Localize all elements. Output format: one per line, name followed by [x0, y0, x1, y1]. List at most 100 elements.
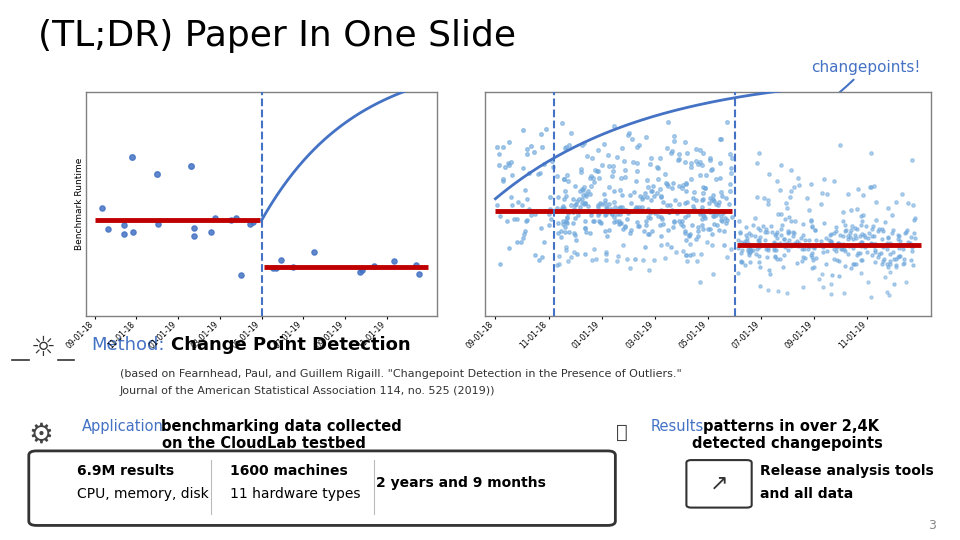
Point [891, 252, 906, 261]
Point [671, 150, 686, 159]
Point [703, 154, 718, 163]
Point [835, 217, 851, 226]
Point [900, 199, 916, 207]
Point [717, 213, 732, 222]
Point [550, 229, 565, 238]
Point [697, 184, 712, 192]
Point [598, 249, 613, 258]
Point [504, 158, 519, 166]
Point [715, 209, 731, 218]
Point [723, 169, 738, 178]
Point [590, 201, 606, 210]
Point [606, 162, 621, 171]
Point [151, 220, 166, 228]
Point [828, 247, 844, 255]
Point [711, 225, 727, 234]
Point [683, 251, 698, 259]
Point [183, 161, 199, 170]
Point [678, 158, 693, 166]
Point [654, 240, 669, 249]
Point [838, 226, 853, 235]
Point [612, 202, 628, 211]
Point [565, 195, 581, 204]
Point [841, 231, 856, 240]
Point [569, 249, 585, 258]
Point [628, 177, 643, 186]
Point [772, 186, 787, 194]
Point [642, 214, 658, 222]
Point [597, 195, 612, 204]
Point [758, 245, 774, 253]
Point [829, 242, 845, 251]
Point [779, 199, 794, 207]
Point [735, 238, 751, 247]
Point [840, 234, 855, 243]
Point [742, 258, 757, 266]
Point [786, 183, 802, 191]
Point [629, 143, 644, 152]
Point [634, 194, 649, 203]
Point [795, 245, 810, 253]
Point [598, 210, 613, 219]
Point [757, 235, 773, 244]
Point [678, 227, 693, 235]
Point [860, 278, 876, 287]
Point [855, 211, 871, 220]
Point [780, 204, 795, 212]
Point [515, 126, 530, 134]
Point [500, 158, 516, 167]
Point [661, 207, 677, 216]
Point [749, 249, 764, 258]
Point [586, 217, 601, 226]
Point [888, 261, 903, 269]
Point [560, 208, 575, 217]
Point [832, 239, 848, 248]
Point [846, 244, 861, 253]
Point [581, 201, 596, 210]
Point [862, 183, 877, 191]
Point [594, 160, 610, 169]
Point [827, 255, 842, 264]
Point [836, 289, 852, 298]
Point [848, 231, 863, 239]
Point [819, 233, 834, 242]
Point [580, 186, 595, 195]
Point [733, 258, 749, 267]
Point [732, 217, 747, 226]
Point [776, 263, 791, 272]
Point [703, 194, 718, 202]
Point [854, 217, 870, 225]
Point [743, 245, 758, 254]
Point [718, 219, 733, 227]
Point [695, 183, 710, 191]
Point [564, 218, 580, 227]
Point [872, 225, 887, 234]
Point [514, 238, 529, 246]
Point [706, 208, 721, 217]
Point [606, 197, 621, 206]
Point [643, 154, 659, 163]
Point [509, 215, 524, 224]
Text: 11 hardware types: 11 hardware types [230, 487, 361, 501]
Point [616, 206, 632, 215]
Point [724, 212, 739, 221]
Point [537, 160, 552, 169]
Text: (based on Fearnhead, Paul, and Guillem Rigaill. "Changepoint Detection in the Pr: (based on Fearnhead, Paul, and Guillem R… [120, 369, 682, 379]
Point [723, 150, 738, 158]
Text: 1600 machines: 1600 machines [230, 464, 348, 478]
Point [733, 249, 749, 258]
Point [649, 163, 664, 171]
Point [572, 187, 588, 195]
Point [589, 146, 605, 154]
Point [530, 170, 545, 179]
Point [693, 250, 708, 259]
Point [753, 226, 768, 234]
Point [760, 246, 776, 254]
Point [830, 239, 846, 247]
Point [116, 230, 132, 239]
Point [585, 255, 600, 264]
Point [801, 244, 816, 253]
Text: Journal of the American Statistical Association 114, no. 525 (2019)): Journal of the American Statistical Asso… [120, 387, 495, 396]
Point [558, 143, 573, 152]
Point [519, 215, 535, 224]
